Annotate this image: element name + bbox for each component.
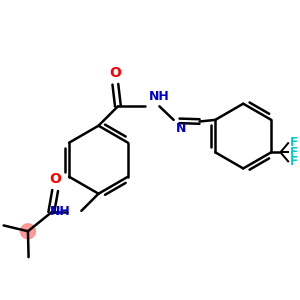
Text: O: O [110, 66, 121, 80]
Text: F: F [290, 146, 298, 159]
Text: F: F [290, 155, 298, 169]
Text: NH: NH [149, 90, 170, 103]
Text: O: O [49, 172, 61, 186]
Text: NH: NH [50, 205, 71, 218]
Circle shape [20, 224, 35, 239]
Text: N: N [176, 122, 186, 134]
Text: F: F [290, 136, 298, 149]
